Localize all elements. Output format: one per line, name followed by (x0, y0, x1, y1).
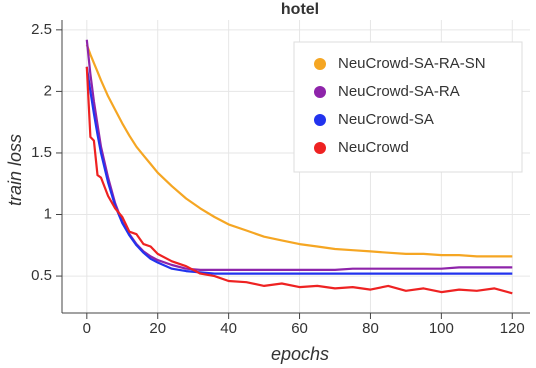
x-axis-label: epochs (271, 344, 329, 364)
y-tick-label: 0.5 (31, 267, 52, 284)
y-tick-label: 1.5 (31, 144, 52, 161)
x-tick-label: 120 (500, 320, 525, 337)
legend-label: NeuCrowd-SA (338, 111, 434, 128)
legend-marker (314, 142, 326, 154)
y-tick-label: 1 (44, 205, 52, 222)
x-tick-label: 20 (149, 320, 166, 337)
legend-label: NeuCrowd-SA-RA-SN (338, 55, 486, 72)
series-line (85, 44, 513, 258)
y-tick-label: 2 (44, 82, 52, 99)
series-line (85, 66, 513, 275)
series-line (85, 66, 513, 295)
x-tick-label: 40 (220, 320, 237, 337)
chart-title: hotel (281, 1, 319, 18)
x-tick-label: 60 (291, 320, 308, 337)
legend-marker (314, 58, 326, 70)
legend-box (293, 41, 523, 173)
legend-marker (314, 114, 326, 126)
x-tick-label: 100 (429, 320, 454, 337)
legend: NeuCrowd-SA-RA-SN NeuCrowd-SA-RA NeuCrowd-… (293, 41, 523, 173)
legend-label: NeuCrowd-SA-RA (338, 83, 460, 100)
y-axis-label: train loss (5, 134, 25, 206)
x-tick-label: 0 (83, 320, 91, 337)
legend-label: NeuCrowd (338, 139, 409, 156)
legend-marker (314, 86, 326, 98)
x-tick-label: 80 (362, 320, 379, 337)
y-tick-label: 2.5 (31, 21, 52, 38)
